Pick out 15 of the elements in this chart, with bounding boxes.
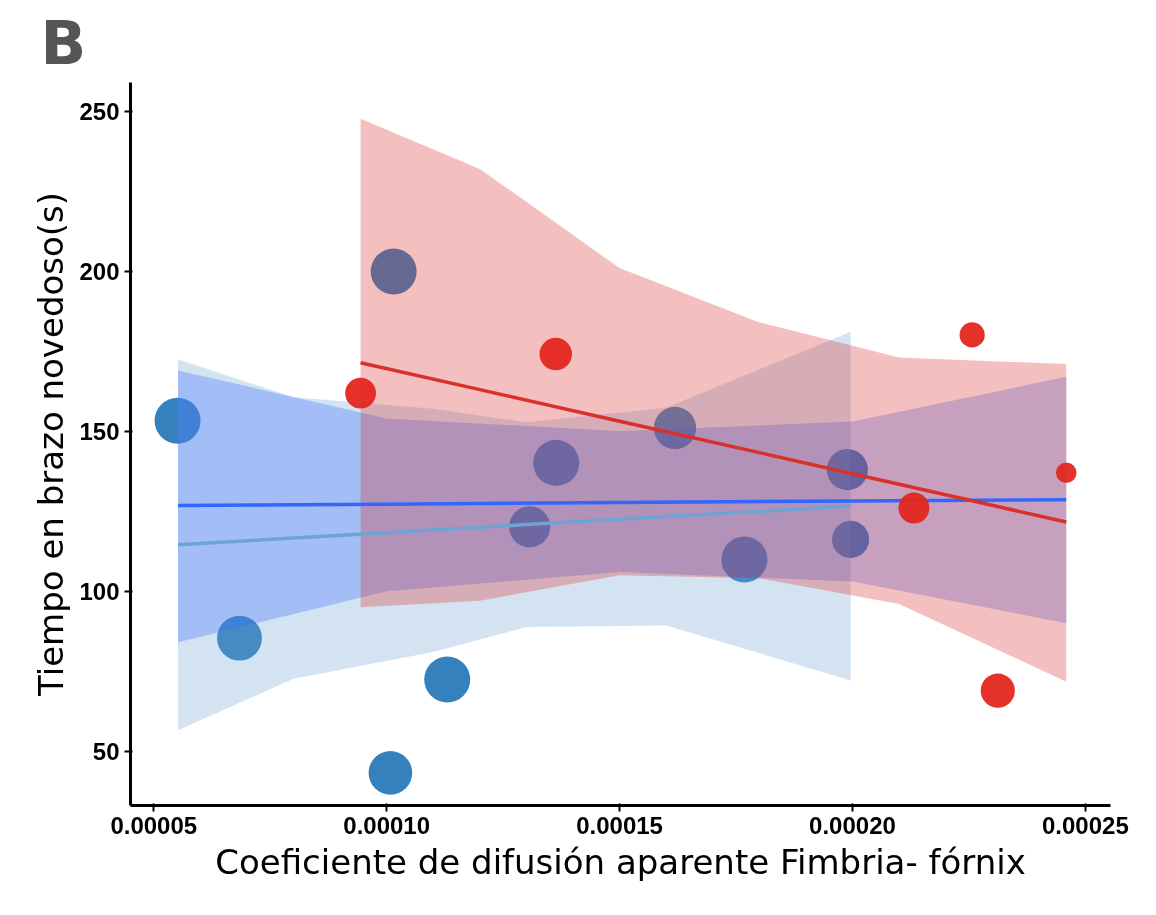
x-tick-label: 0.00015 (576, 811, 663, 839)
y-tick-label: 50 (92, 737, 120, 765)
x-axis-title: Coeficiente de difusión aparente Fimbria- fórnix (215, 841, 1026, 882)
x-tick-label: 0.00005 (110, 811, 198, 839)
chart-title: B (40, 7, 87, 78)
x-tick-label: 0.00025 (1041, 811, 1129, 839)
line-series (358, 360, 1068, 524)
y-tick-label: 100 (79, 577, 120, 605)
y-tick-label: 200 (79, 257, 120, 285)
line-series (176, 504, 853, 547)
y-tick-label: 150 (79, 417, 120, 445)
y-tick-label: 250 (79, 97, 120, 125)
y-axis-title: Tiempo en brazo novedoso(s) (31, 191, 72, 698)
x-tick-label: 0.00010 (343, 811, 431, 839)
x-tick-label: 0.00020 (809, 811, 896, 839)
